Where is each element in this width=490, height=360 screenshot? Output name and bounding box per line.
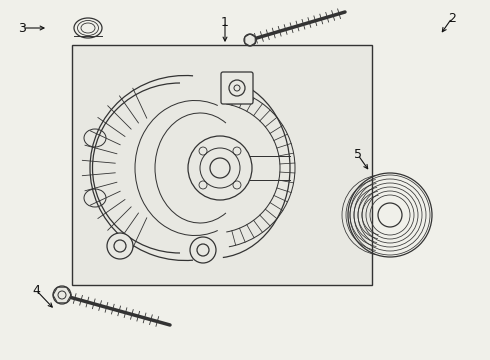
- Circle shape: [107, 233, 133, 259]
- Circle shape: [190, 237, 216, 263]
- Text: 1: 1: [221, 15, 229, 28]
- FancyBboxPatch shape: [221, 72, 253, 104]
- Text: 4: 4: [32, 284, 40, 297]
- Text: 3: 3: [18, 22, 26, 35]
- Circle shape: [53, 286, 71, 304]
- Bar: [72, 45, 372, 285]
- Text: 5: 5: [354, 148, 362, 162]
- Circle shape: [244, 34, 256, 46]
- Text: 2: 2: [448, 12, 456, 24]
